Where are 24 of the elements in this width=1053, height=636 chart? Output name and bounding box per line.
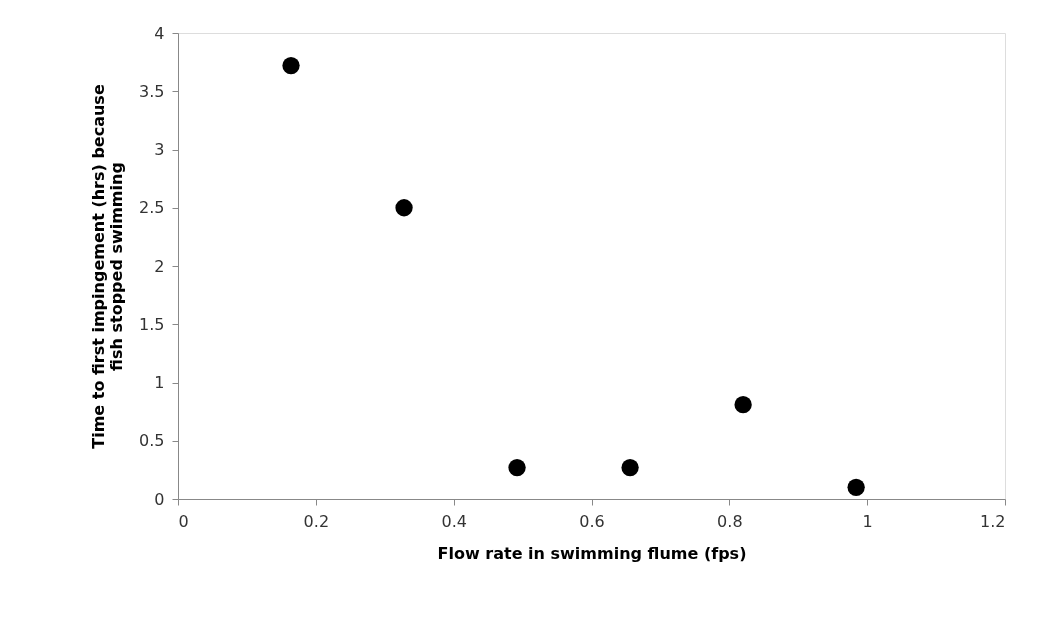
y-tick-label: 4 xyxy=(154,23,165,43)
y-tick-label: 3 xyxy=(154,140,165,159)
point xyxy=(734,395,752,414)
point xyxy=(621,458,639,477)
x-tick-label: 0.2 xyxy=(303,511,330,531)
y-tick-label: 3.5 xyxy=(139,81,165,101)
y-tick-label: 2.5 xyxy=(139,198,165,218)
point xyxy=(847,478,865,496)
y-tick-label: 2 xyxy=(154,256,165,276)
point xyxy=(395,199,413,217)
x-tick-label: 0.8 xyxy=(717,511,743,531)
y-tick-label: 0.5 xyxy=(139,431,165,451)
point xyxy=(282,56,300,75)
x-tick-label: 0.6 xyxy=(579,511,605,531)
x-tick-label: 0.4 xyxy=(441,511,467,531)
point xyxy=(508,458,526,477)
x-tick-label: 1 xyxy=(862,511,873,531)
x-tick-label: 1.2 xyxy=(980,511,1006,531)
y-tick-label: 1.5 xyxy=(139,314,165,334)
y-tick-label: 1 xyxy=(154,373,165,392)
y-tick-label: 0 xyxy=(154,489,165,509)
x-tick-label: 0 xyxy=(178,511,189,531)
x-axis-title: Flow rate in swimming flume (fps) xyxy=(437,543,747,563)
y-axis-title: Time to first impingement (hrs) because fish stopped swimming xyxy=(89,84,127,449)
